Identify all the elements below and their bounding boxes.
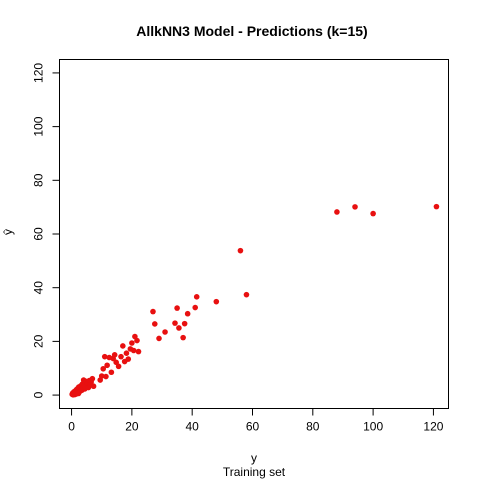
data-point: [108, 369, 115, 376]
data-point: [75, 390, 82, 397]
data-point: [156, 335, 162, 342]
x-tick-label: 20: [125, 420, 139, 434]
data-point: [89, 375, 96, 382]
points-layer: [69, 203, 440, 398]
data-point: [433, 203, 440, 210]
data-point: [181, 320, 188, 327]
x-axis-subtitle: Training set: [223, 465, 286, 479]
data-point: [193, 294, 200, 300]
data-point: [243, 291, 250, 298]
data-point: [174, 305, 180, 311]
data-point: [123, 350, 130, 356]
chart-title: AllkNN3 Model - Predictions (k=15): [136, 23, 367, 39]
y-tick-label: 0: [32, 391, 46, 398]
data-point: [192, 304, 198, 311]
x-tick-label: 120: [423, 420, 443, 434]
data-point: [180, 334, 186, 341]
data-point: [118, 353, 124, 360]
x-tick-label: 80: [306, 420, 320, 434]
data-point: [101, 353, 108, 360]
data-point: [90, 383, 97, 390]
x-axis: 0 20 40 60 80 100 120: [68, 408, 444, 434]
x-tick-label: 0: [68, 420, 75, 434]
data-point: [98, 373, 105, 379]
y-tick-label: 80: [32, 173, 46, 187]
data-point: [370, 210, 376, 217]
data-point: [162, 329, 168, 335]
data-point: [184, 310, 191, 317]
y-tick-label: 60: [32, 227, 46, 241]
data-point: [100, 365, 107, 372]
data-point: [151, 321, 158, 327]
data-point: [104, 362, 110, 369]
data-point: [103, 373, 109, 380]
x-tick-label: 40: [186, 420, 200, 434]
data-point: [172, 320, 178, 326]
y-tick-label: 20: [32, 334, 46, 348]
y-tick-label: 120: [32, 63, 46, 83]
data-point: [113, 359, 119, 366]
y-tick-label: 100: [32, 116, 46, 136]
data-point: [176, 325, 182, 331]
x-axis-label: y: [251, 451, 257, 465]
x-tick-label: 100: [363, 420, 383, 434]
data-point: [111, 352, 118, 358]
data-point: [352, 204, 358, 210]
y-axis: 0 20 40 60 80 100 120: [32, 63, 60, 398]
data-point: [237, 247, 244, 254]
y-tick-label: 40: [32, 281, 46, 295]
data-point: [129, 340, 135, 346]
data-point: [134, 337, 140, 344]
data-point: [125, 356, 132, 362]
data-point: [130, 347, 137, 354]
data-point: [135, 348, 142, 355]
y-axis-label: ŷ: [1, 229, 15, 235]
x-tick-label: 60: [246, 420, 260, 434]
data-point: [120, 343, 126, 349]
data-point: [213, 298, 220, 305]
data-point: [115, 363, 122, 370]
data-point: [150, 308, 156, 315]
data-point: [334, 209, 340, 215]
